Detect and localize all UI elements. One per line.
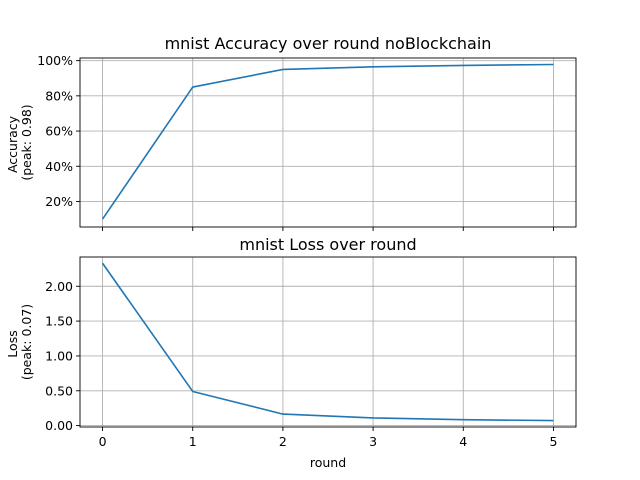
- accuracy-grid: [80, 58, 576, 227]
- loss-x-tick-label-4: 4: [459, 434, 467, 449]
- loss-x-tick-label-2: 2: [279, 434, 287, 449]
- accuracy-plot-frame: [79, 57, 577, 228]
- loss-x-tick-label-1: 1: [189, 434, 197, 449]
- loss-x-tick-label-0: 0: [99, 434, 107, 449]
- loss-grid: [80, 257, 576, 427]
- accuracy-series-line: [101, 63, 554, 220]
- accuracy-subplot: 20% 40% 60% 80% 100% mnist Accuracy over rou…: [5, 34, 577, 231]
- accuracy-y-tick-label-3: 80%: [45, 88, 73, 103]
- accuracy-y-tick-label-1: 40%: [45, 159, 73, 174]
- accuracy-y-axis-label: Accuracy (peak: 0.98): [5, 104, 34, 180]
- loss-chart-title: mnist Loss over round: [239, 235, 416, 254]
- x-axis-label: round: [310, 455, 346, 470]
- loss-ticks: 0.00 0.50 1.00 1.50 2.00 0 1 2 3 4 5: [45, 279, 557, 449]
- loss-y-tick-label-1: 0.50: [45, 383, 73, 398]
- accuracy-y-tick-label-0: 20%: [45, 194, 73, 209]
- accuracy-y-tick-label-4: 100%: [37, 53, 73, 68]
- loss-subplot: 0.00 0.50 1.00 1.50 2.00 0 1 2 3 4 5 mnist Loss ov…: [5, 235, 577, 470]
- accuracy-chart-title: mnist Accuracy over round noBlockchain: [165, 34, 492, 53]
- loss-y-axis-label-line1: Loss: [5, 330, 20, 357]
- loss-y-tick-label-2: 1.00: [45, 348, 73, 363]
- accuracy-y-tick-label-2: 60%: [45, 124, 73, 139]
- loss-y-tick-label-4: 2.00: [45, 279, 73, 294]
- loss-y-axis-label: Loss (peak: 0.07): [5, 304, 34, 380]
- accuracy-y-axis-label-line1: Accuracy: [5, 115, 20, 173]
- loss-plot-frame: [79, 256, 577, 428]
- loss-y-axis-label-line2: (peak: 0.07): [19, 304, 34, 380]
- loss-y-tick-label-0: 0.00: [45, 418, 73, 433]
- loss-x-tick-label-5: 5: [549, 434, 557, 449]
- accuracy-y-axis-label-line2: (peak: 0.98): [19, 104, 34, 180]
- accuracy-ticks: 20% 40% 60% 80% 100%: [37, 53, 554, 231]
- loss-series-line: [101, 262, 554, 422]
- loss-y-tick-label-3: 1.50: [45, 314, 73, 329]
- loss-x-tick-label-3: 3: [369, 434, 377, 449]
